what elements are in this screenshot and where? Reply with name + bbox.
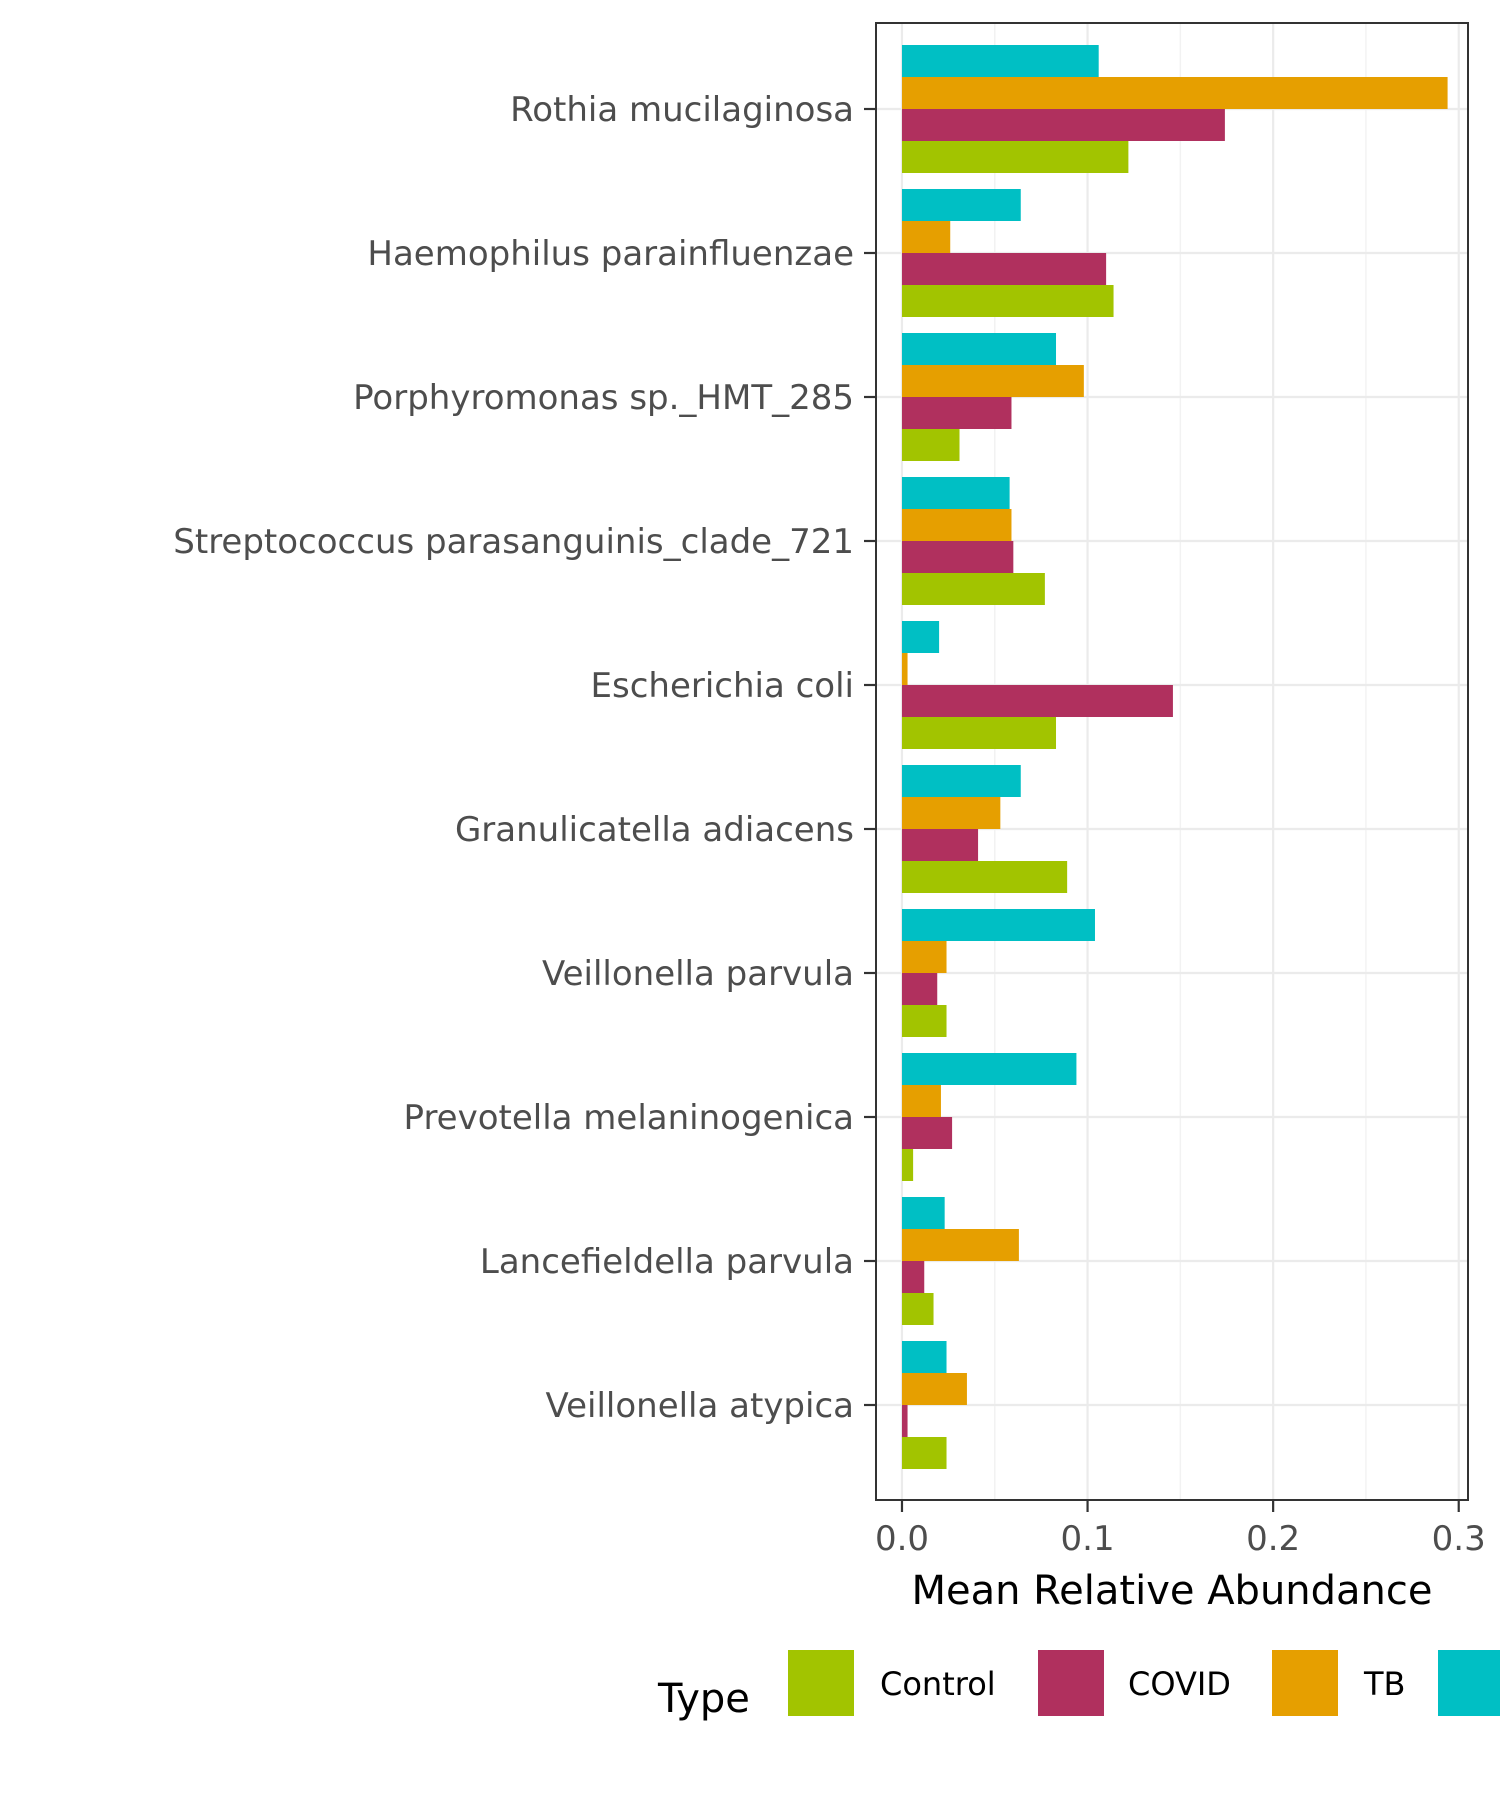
- bar-control: [901, 717, 1057, 749]
- bar-control: [901, 285, 1114, 317]
- x-axis: 0.0 0.1 0.2 0.3: [875, 1500, 1486, 1559]
- y-tick-label: Veillonella atypica: [545, 1386, 854, 1426]
- grid-lines: [876, 23, 1468, 1500]
- bar-covid: [901, 541, 1014, 573]
- bar-control: [901, 1437, 947, 1469]
- legend-key-series-4: [1438, 1650, 1500, 1716]
- bar-tb: [901, 509, 1012, 541]
- legend-key-covid: [1038, 1650, 1104, 1716]
- bar-tb: [901, 1085, 941, 1117]
- legend-key-control: [788, 1650, 854, 1716]
- x-axis-title: Mean Relative Abundance: [911, 1568, 1432, 1614]
- bar-control: [901, 1293, 934, 1325]
- legend-label: COVID: [1128, 1665, 1231, 1703]
- bar-covid: [901, 973, 938, 1005]
- bar-control: [901, 1005, 947, 1037]
- bar-series-4: [901, 765, 1021, 797]
- bar-covid: [901, 829, 979, 861]
- y-tick-label: Granulicatella adiacens: [455, 810, 854, 850]
- bars: [901, 45, 1448, 1469]
- bar-tb: [901, 653, 908, 685]
- x-tick-label: 0.1: [1061, 1519, 1115, 1559]
- bar-tb: [901, 797, 1001, 829]
- bar-covid: [901, 1405, 908, 1437]
- legend-label: TB: [1363, 1665, 1406, 1703]
- legend: Type Control COVID TB: [657, 1650, 1500, 1722]
- plot-panel-border: [875, 22, 1469, 1501]
- bar-series-4: [901, 1341, 947, 1373]
- y-tick-label: Porphyromonas sp._HMT_285: [353, 378, 854, 418]
- y-tick-label: Prevotella melaninogenica: [404, 1098, 854, 1138]
- y-tick-label: Streptococcus parasanguinis_clade_721: [173, 522, 854, 562]
- bar-tb: [901, 941, 947, 973]
- bar-tb: [901, 221, 951, 253]
- bar-covid: [901, 1261, 925, 1293]
- bar-covid: [901, 685, 1173, 717]
- y-tick-label: Lancefieldella parvula: [480, 1242, 854, 1282]
- x-tick-label: 0.2: [1246, 1519, 1300, 1559]
- bar-series-4: [901, 333, 1057, 365]
- bar-tb: [901, 77, 1448, 109]
- legend-key-tb: [1272, 1650, 1338, 1716]
- bar-covid: [901, 397, 1012, 429]
- y-tick-label: Rothia mucilaginosa: [510, 90, 854, 130]
- bar-tb: [901, 1373, 967, 1405]
- legend-title: Type: [657, 1676, 750, 1722]
- bar-series-4: [901, 1197, 945, 1229]
- x-tick-label: 0.0: [875, 1519, 929, 1559]
- bar-control: [901, 141, 1129, 173]
- bar-tb: [901, 365, 1084, 397]
- y-tick-label: Haemophilus parainfluenzae: [367, 234, 854, 274]
- y-tick-label: Veillonella parvula: [542, 954, 854, 994]
- bar-tb: [901, 1229, 1019, 1261]
- bar-covid: [901, 253, 1107, 285]
- legend-label: Control: [880, 1665, 996, 1703]
- bar-series-4: [901, 477, 1010, 509]
- y-axis: Rothia mucilaginosa Haemophilus parainflu…: [173, 90, 876, 1426]
- bar-series-4: [901, 45, 1099, 77]
- bar-control: [901, 861, 1068, 893]
- bar-series-4: [901, 1053, 1077, 1085]
- bar-covid: [901, 109, 1225, 141]
- bar-series-4: [901, 621, 940, 653]
- bar-control: [901, 429, 960, 461]
- bar-series-4: [901, 909, 1095, 941]
- bar-covid: [901, 1117, 953, 1149]
- bar-control: [901, 1149, 914, 1181]
- bar-series-4: [901, 189, 1021, 221]
- y-tick-label: Escherichia coli: [591, 666, 855, 706]
- x-tick-label: 0.3: [1432, 1519, 1486, 1559]
- bar-control: [901, 573, 1045, 605]
